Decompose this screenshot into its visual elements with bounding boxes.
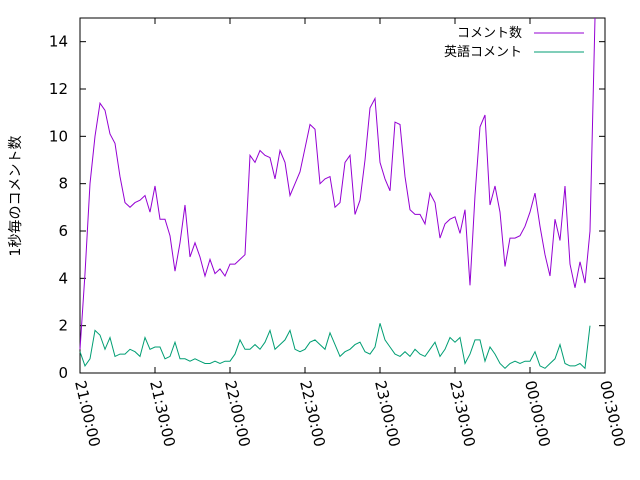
x-tick-label: 23:30:00 <box>446 379 479 449</box>
x-tick-label: 22:00:00 <box>221 379 254 449</box>
x-tick-label: 21:00:00 <box>71 379 104 449</box>
y-tick-label: 10 <box>49 127 68 145</box>
legend-label-series-1: コメント数 <box>457 26 522 41</box>
legend-label-series-2: 英語コメント <box>444 44 522 60</box>
y-tick-label: 2 <box>58 317 68 335</box>
x-axis: 21:00:00 21:30:00 22:00:00 22:30:00 23:00:00… <box>71 18 629 449</box>
y-tick-label: 12 <box>49 80 68 98</box>
x-tick-label: 00:00:00 <box>521 379 554 449</box>
x-tick-label: 21:30:00 <box>146 379 179 449</box>
y-tick-label: 6 <box>58 222 68 240</box>
x-tick-label: 23:00:00 <box>371 379 404 449</box>
series-line-2 <box>79 323 591 370</box>
y-axis: 0 2 4 6 8 10 12 14 <box>49 33 605 382</box>
y-tick-label: 8 <box>58 175 68 193</box>
series-line-1 <box>79 17 596 350</box>
plot-frame <box>79 17 606 374</box>
y-axis-label: 1秒毎のコメント数 <box>8 136 24 257</box>
y-tick-label: 0 <box>58 364 68 382</box>
legend: コメント数 英語コメント <box>444 26 584 60</box>
series-lines <box>79 17 596 370</box>
y-tick-label: 14 <box>49 33 68 51</box>
x-tick-label: 00:30:00 <box>596 379 629 449</box>
y-tick-label: 4 <box>58 269 68 287</box>
x-tick-label: 22:30:00 <box>296 379 329 449</box>
